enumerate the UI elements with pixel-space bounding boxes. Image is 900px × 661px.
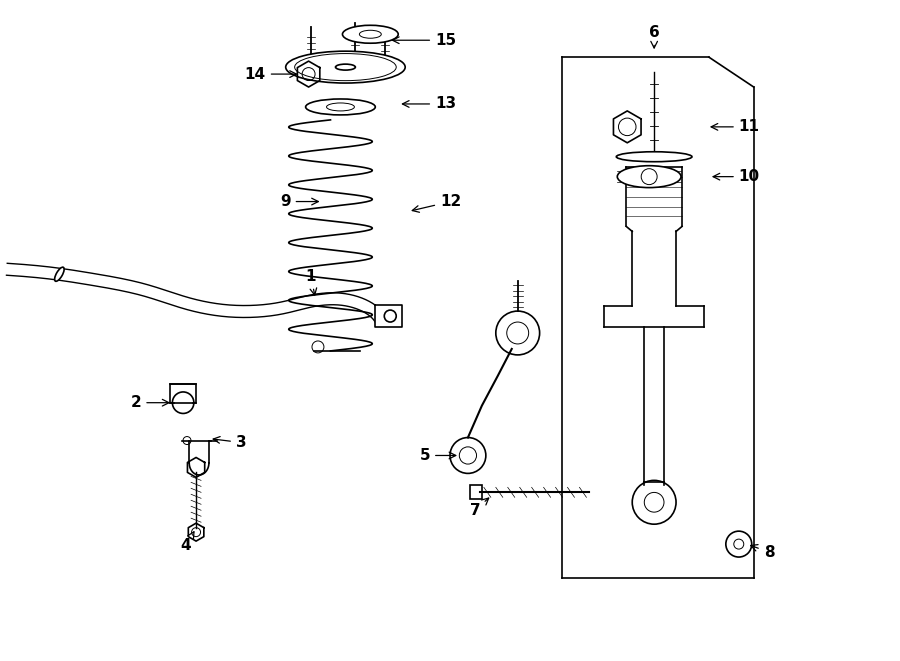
Polygon shape	[188, 524, 203, 541]
Ellipse shape	[327, 103, 355, 111]
Ellipse shape	[343, 25, 398, 43]
Polygon shape	[614, 111, 641, 143]
Polygon shape	[187, 457, 204, 477]
Text: 13: 13	[402, 97, 456, 112]
FancyBboxPatch shape	[470, 485, 482, 499]
Text: 3: 3	[213, 435, 247, 450]
Text: 1: 1	[306, 269, 317, 295]
Ellipse shape	[336, 64, 356, 70]
Ellipse shape	[294, 54, 396, 81]
Ellipse shape	[617, 166, 681, 188]
Text: 8: 8	[751, 545, 774, 560]
Text: 9: 9	[280, 194, 319, 209]
Ellipse shape	[55, 267, 64, 282]
Text: 2: 2	[130, 395, 169, 410]
Text: 11: 11	[711, 120, 760, 134]
Polygon shape	[375, 305, 402, 327]
Ellipse shape	[285, 51, 405, 83]
Text: 10: 10	[713, 169, 760, 184]
FancyBboxPatch shape	[170, 383, 196, 403]
Ellipse shape	[306, 99, 375, 115]
Text: 4: 4	[181, 531, 194, 553]
Text: 5: 5	[419, 448, 455, 463]
Text: 12: 12	[412, 194, 462, 212]
Ellipse shape	[616, 152, 692, 162]
Polygon shape	[297, 61, 320, 87]
Text: 15: 15	[392, 33, 456, 48]
Text: 7: 7	[470, 498, 489, 518]
Text: 6: 6	[649, 24, 660, 48]
Text: 14: 14	[245, 67, 296, 81]
Ellipse shape	[359, 30, 382, 38]
